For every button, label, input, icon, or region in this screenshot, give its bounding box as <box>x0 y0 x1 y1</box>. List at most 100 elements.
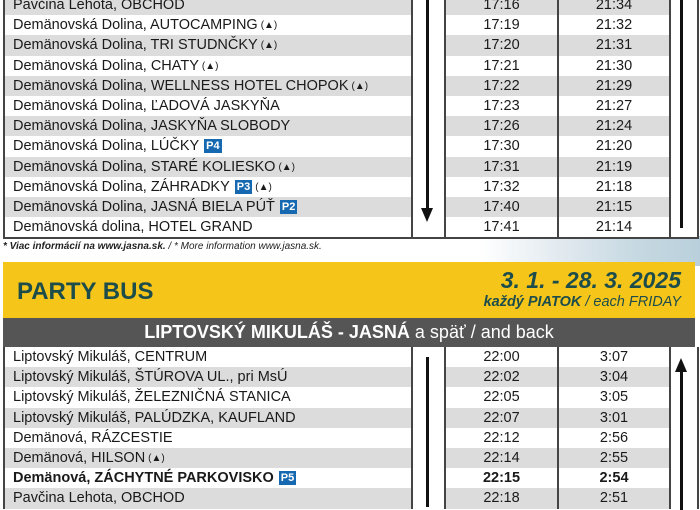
departure-time: 17:26 <box>446 116 559 137</box>
route-bold: LIPTOVSKÝ MIKULÁŠ - JASNÁ <box>144 322 410 342</box>
return-time: 3:07 <box>559 347 671 368</box>
stop-name: Demänovská Dolina, ĽADOVÁ JASKYŇA <box>13 97 280 114</box>
table-row: Demänovská Dolina, JASNÁ BIELA PÚŤ P2 17:4… <box>5 196 697 218</box>
return-time: 21:34 <box>559 0 671 16</box>
frequency-sk: každý PIATOK <box>483 294 582 310</box>
stop-cell: Pavčina Lehota, OBCHOD <box>5 0 411 15</box>
stop-name: Liptovský Mikuláš, ŠTÚROVA UL., pri MsÚ <box>13 369 288 386</box>
stop-name: Pavčina Lehota, OBCHOD <box>13 490 185 507</box>
departure-time: 22:02 <box>446 367 559 388</box>
return-time: 21:24 <box>559 116 671 137</box>
parking-badge: P2 <box>279 199 298 214</box>
arrow-cell <box>671 15 697 36</box>
arrow-cell <box>671 367 697 388</box>
arrow-up-head-icon <box>675 358 687 372</box>
direction-arrow-down-line <box>426 357 429 507</box>
stop-cell: Liptovský Mikuláš, ŽELEZNIČNÁ STANICA <box>5 387 411 407</box>
arrow-cell <box>411 367 446 388</box>
on-request-stop-icon: (▲) <box>278 161 296 173</box>
table-row: Demänovská Dolina, STARÉ KOLIESKO (▲) 17:3… <box>5 156 697 177</box>
arrow-cell <box>411 196 446 218</box>
stop-name: Demänovská Dolina, CHATY <box>13 57 199 74</box>
arrow-cell <box>411 116 446 137</box>
footnote-sk: * Viac informácií na www.jasna.sk. <box>3 241 166 252</box>
stop-name: Demänovská Dolina, JASKYŇA SLOBODY <box>13 118 291 135</box>
arrow-cell <box>671 447 697 469</box>
departure-time: 17:22 <box>446 75 559 96</box>
departure-time: 17:20 <box>446 35 559 56</box>
stop-cell: Demänová, HILSON (▲) <box>5 448 411 468</box>
stop-cell: Demänová, RÁZCESTIE <box>5 428 411 448</box>
stop-name: Demänová, ZÁCHYTNÉ PARKOVISKO <box>13 470 274 487</box>
arrow-cell <box>411 447 446 469</box>
arrow-cell <box>671 116 697 137</box>
table-row: Pavčina Lehota, OBCHOD 22:18 2:51 <box>5 488 697 509</box>
table-row: Demänovská dolina, HOTEL GRAND 17:41 21:14 <box>5 217 697 238</box>
stop-cell: Liptovský Mikuláš, ŠTÚROVA UL., pri MsÚ <box>5 367 411 387</box>
arrow-cell <box>671 95 697 117</box>
return-time: 21:31 <box>559 35 671 56</box>
arrow-cell <box>411 35 446 56</box>
route-rest: a späť / and back <box>409 322 554 342</box>
departure-time: 22:14 <box>446 447 559 469</box>
on-request-stop-icon: (▲) <box>351 80 369 92</box>
stop-cell: Liptovský Mikuláš, CENTRUM <box>5 347 411 367</box>
footnote-en: / * More information www.jasna.sk. <box>165 241 322 252</box>
table-row: Liptovský Mikuláš, CENTRUM 22:00 3:07 <box>5 347 697 368</box>
arrow-cell <box>671 0 697 16</box>
arrow-cell <box>411 387 446 408</box>
departure-time: 17:40 <box>446 196 559 218</box>
departure-time: 22:15 <box>446 468 559 489</box>
departure-time: 17:21 <box>446 55 559 76</box>
arrow-cell <box>411 55 446 76</box>
return-time: 21:30 <box>559 55 671 76</box>
stop-cell: Liptovský Mikuláš, PALÚDZKA, KAUFLAND <box>5 408 411 428</box>
on-request-stop-icon: (▲) <box>148 452 165 464</box>
party-bus-header: PARTY BUS 3. 1. - 28. 3. 2025 každý PIAT… <box>3 262 695 318</box>
arrow-cell <box>671 196 697 218</box>
departure-time: 22:07 <box>446 407 559 428</box>
arrow-down-head-icon <box>421 208 433 222</box>
stop-cell: Demänovská Dolina, CHATY (▲) <box>5 56 411 76</box>
arrow-cell <box>671 136 697 157</box>
stop-name: Demänovská Dolina, WELLNESS HOTEL CHOPOK <box>13 77 349 94</box>
table-row: Liptovský Mikuláš, ŠTÚROVA UL., pri MsÚ 2… <box>5 367 697 388</box>
stop-name: Demänová, HILSON <box>13 449 146 466</box>
return-time: 2:56 <box>559 427 671 448</box>
return-time: 21:14 <box>559 217 671 238</box>
arrow-cell <box>411 0 446 16</box>
stop-name: Demänová, RÁZCESTIE <box>13 429 173 446</box>
table-row: Demänová, HILSON (▲) 22:14 2:55 <box>5 447 697 469</box>
table-row: Liptovský Mikuláš, PALÚDZKA, KAUFLAND 22:… <box>5 407 697 428</box>
return-time: 21:18 <box>559 176 671 197</box>
arrow-cell <box>671 55 697 76</box>
departure-time: 17:31 <box>446 156 559 177</box>
table-row: Demänovská Dolina, CHATY (▲) 17:21 21:30 <box>5 55 697 76</box>
return-time: 21:27 <box>559 95 671 117</box>
direction-arrow-down <box>426 0 429 210</box>
arrow-cell <box>411 468 446 489</box>
stop-cell: Demänovská Dolina, STARÉ KOLIESKO (▲) <box>5 157 411 177</box>
route-title: LIPTOVSKÝ MIKULÁŠ - JASNÁ a späť / and b… <box>3 318 695 347</box>
arrow-cell <box>671 156 697 177</box>
table-row: Demänová, ZÁCHYTNÉ PARKOVISKO P5 22:15 2:54 <box>5 468 697 489</box>
frequency-en: / each FRIDAY <box>581 294 681 310</box>
on-request-stop-icon: (▲) <box>260 40 278 52</box>
timetable-party-bus: Liptovský Mikuláš, CENTRUM 22:00 3:07 Lipto… <box>3 347 699 509</box>
return-time: 21:32 <box>559 15 671 36</box>
return-time: 21:15 <box>559 196 671 218</box>
table-row: Demänovská Dolina, JASKYŇA SLOBODY 17:26 2… <box>5 116 697 137</box>
arrow-cell <box>671 407 697 428</box>
arrow-cell <box>411 407 446 428</box>
background-photo <box>480 236 700 266</box>
departure-time: 17:30 <box>446 136 559 157</box>
parking-badge: P3 <box>234 179 253 194</box>
timetable-upper: Pavčina Lehota, OBCHOD 17:16 21:34 Demänovs… <box>3 0 699 240</box>
arrow-cell <box>411 217 446 238</box>
table-row: Liptovský Mikuláš, ŽELEZNIČNÁ STANICA 22:… <box>5 387 697 408</box>
stop-name: Demänovská Dolina, ZÁHRADKY <box>13 178 230 195</box>
stop-name: Liptovský Mikuláš, ŽELEZNIČNÁ STANICA <box>13 389 291 406</box>
return-time: 21:29 <box>559 75 671 96</box>
return-time: 3:01 <box>559 407 671 428</box>
stop-name: Liptovský Mikuláš, PALÚDZKA, KAUFLAND <box>13 409 296 426</box>
